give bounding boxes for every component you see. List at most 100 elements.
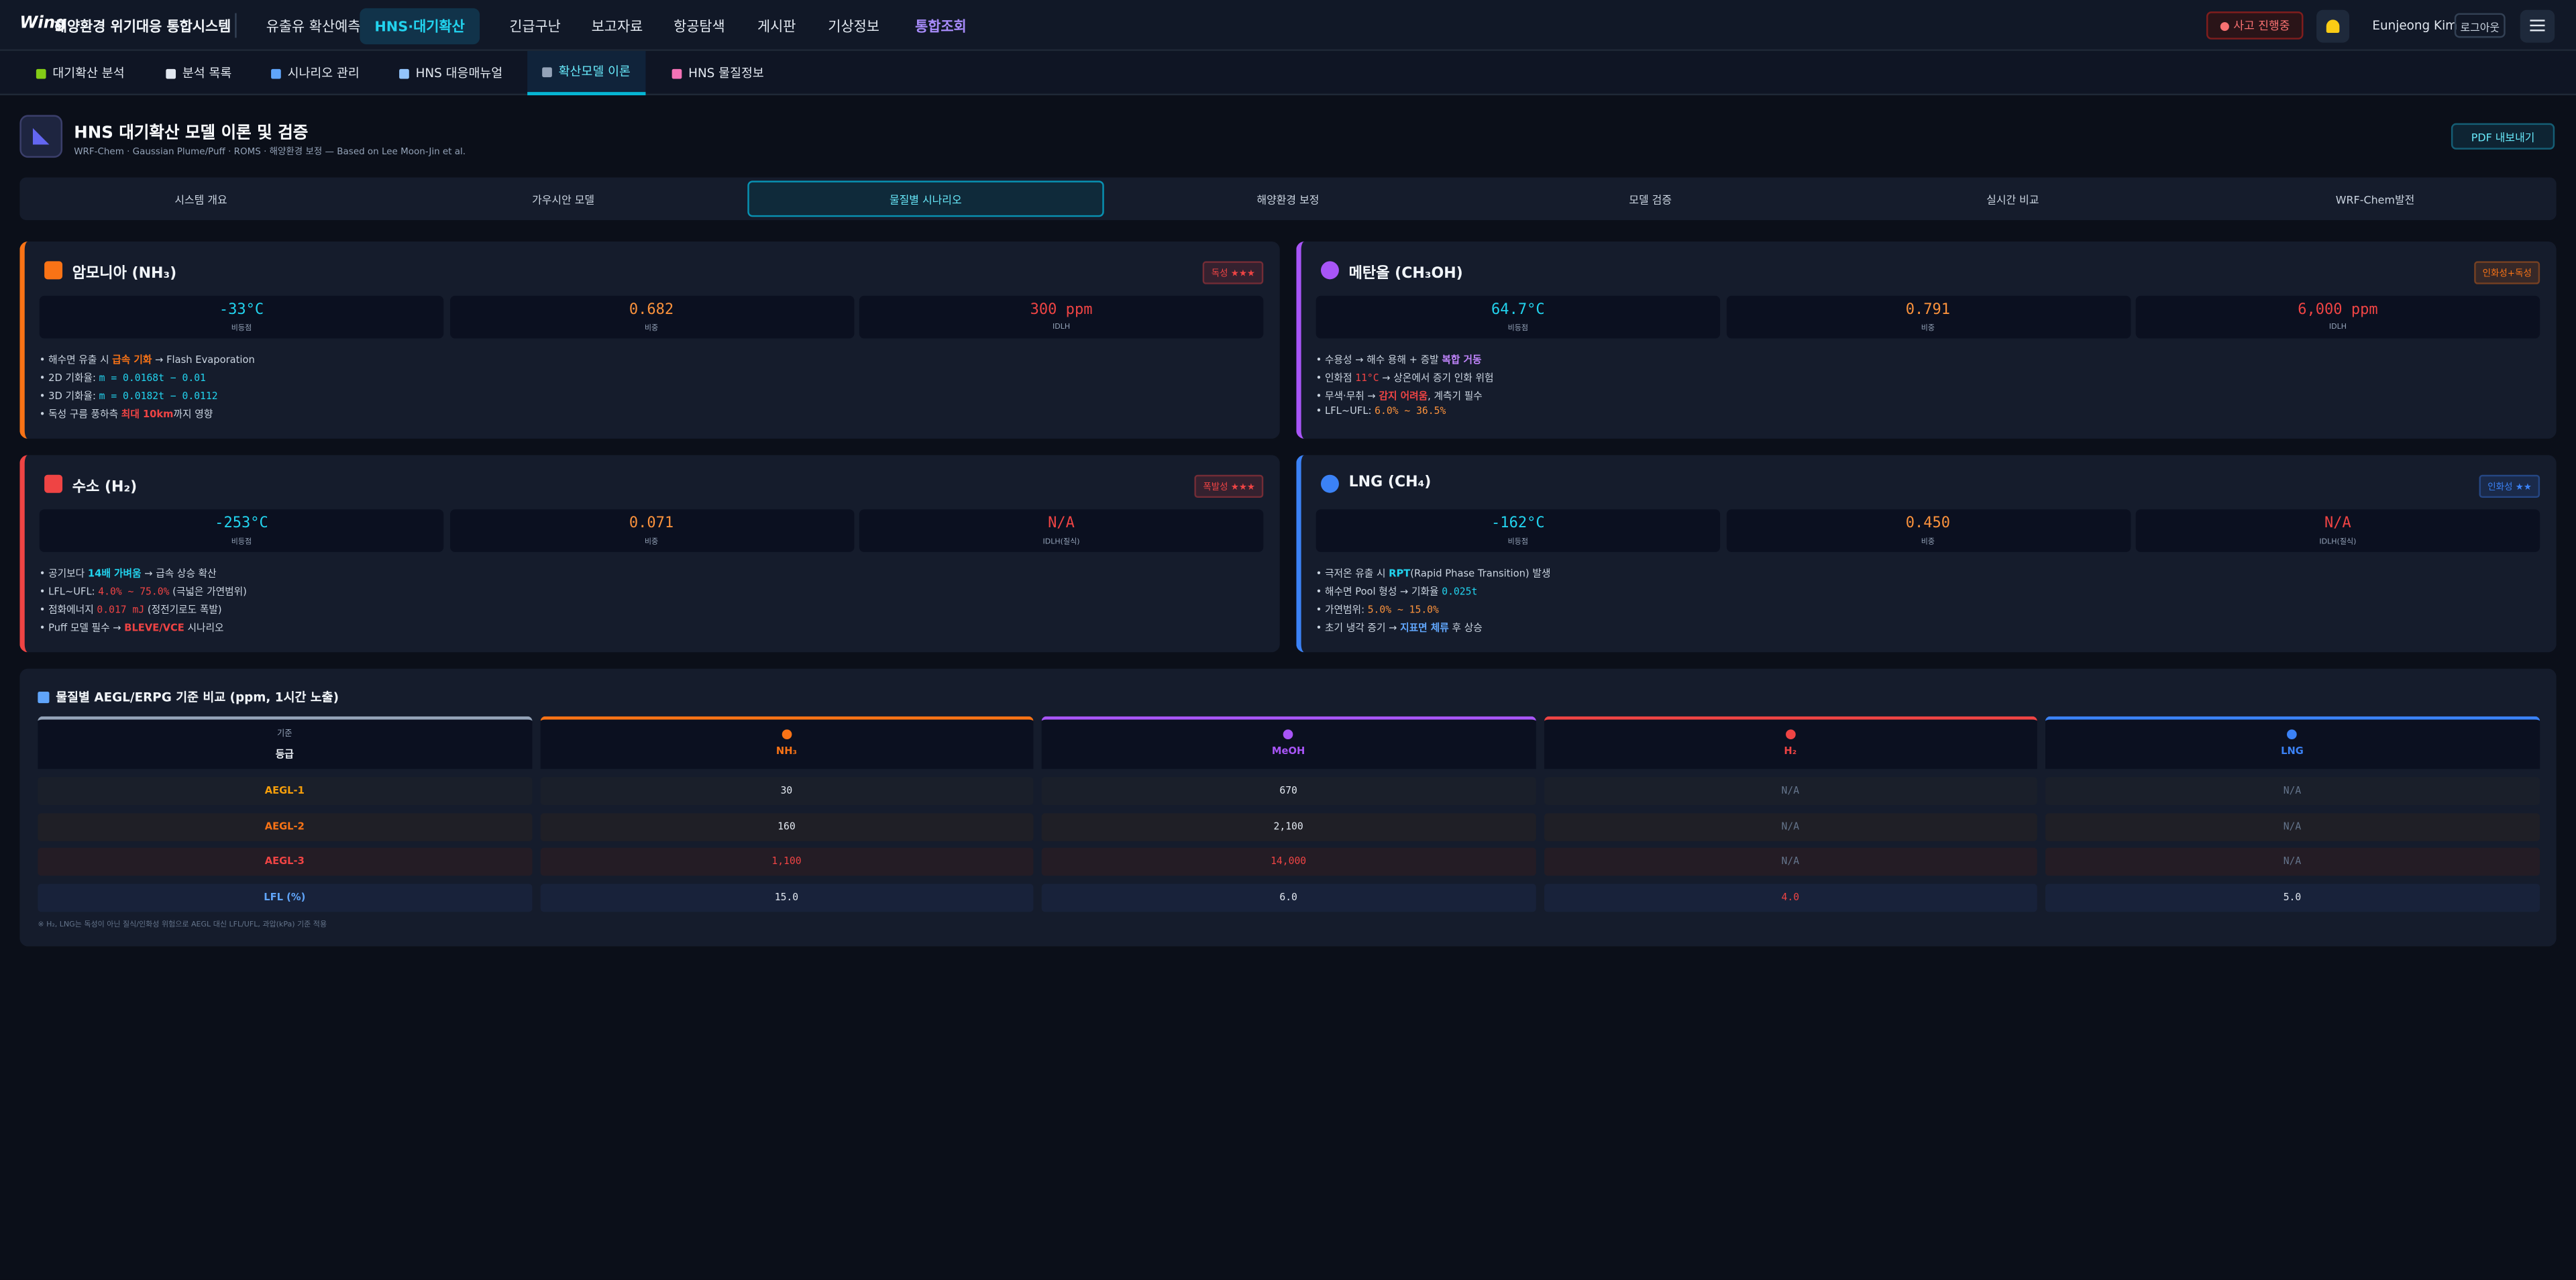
card-icon: [1320, 261, 1339, 280]
table-title-row: 물질별 AEGL/ERPG 기준 비교 (ppm, 1시간 노출): [38, 688, 339, 706]
bullet: • 초기 냉각 증기 → 지표면 체류 후 상승: [1316, 619, 1483, 634]
logout-button[interactable]: 로그아웃: [2454, 13, 2506, 38]
tab[interactable]: 시스템 개요: [174, 193, 227, 207]
sub-tab[interactable]: HNS 물질정보: [672, 51, 764, 95]
stat-label: 비중: [644, 539, 659, 547]
nav-menu-item[interactable]: 통합조회: [915, 19, 967, 36]
bullet-dot: •: [1316, 372, 1326, 385]
table-cell: N/A: [1543, 812, 2037, 841]
table-header-cell: NH₃: [539, 716, 1034, 769]
page-title: HNS 대기확산 모델 이론 및 검증: [74, 125, 309, 144]
tab[interactable]: 물질별 시나리오: [747, 180, 1104, 217]
stat-box: 0.450 비중: [1725, 509, 2131, 552]
bullet: • 해수면 유출 시 급속 기화 → Flash Evaporation: [40, 352, 255, 366]
table-header-icon: [2287, 729, 2298, 740]
stat-value: -33°C: [219, 302, 264, 319]
sub-tab[interactable]: 대기확산 분석: [36, 51, 125, 95]
bell-button[interactable]: [2316, 9, 2350, 43]
bullet-dot: •: [39, 390, 49, 403]
bullet-dot: •: [1316, 604, 1326, 617]
table-header-top: 기준: [277, 729, 292, 740]
table-header-cell: LNG: [2045, 716, 2539, 769]
bullet-text: m = 0.0182t − 0.0112: [99, 390, 218, 403]
tab[interactable]: WRF-Chem발전: [2335, 193, 2415, 207]
nav-menu-item[interactable]: 긴급구난: [509, 19, 561, 36]
bullet: • 극저온 유출 시 RPT(Rapid Phase Transition) 발…: [1316, 565, 1551, 580]
table-cell: N/A: [2045, 777, 2539, 806]
bullet-text: → Flash Evaporation: [152, 354, 255, 367]
bullet-text: 14배 가벼움: [87, 568, 142, 580]
stat-value: 64.7°C: [1491, 302, 1545, 319]
table-cell: 14,000: [1041, 847, 1536, 876]
bullet: • 수용성 → 해수 용해 + 증발 복합 거동: [1316, 352, 1482, 366]
table-cell: 6.0: [1041, 883, 1536, 911]
tab[interactable]: 해양환경 보정: [1256, 193, 1320, 207]
tab[interactable]: 가우시안 모델: [532, 193, 595, 207]
card-badge: 폭발성 ★★★: [1195, 474, 1264, 498]
table-cell: 1,100: [539, 847, 1034, 876]
sub-tab[interactable]: HNS 대응매뉴얼: [399, 51, 502, 95]
sub-tab[interactable]: 시나리오 관리: [271, 51, 360, 95]
nav-menu-item[interactable]: 유출유 확산예측: [266, 19, 361, 36]
bullet: • 독성 구름 풍하측 최대 10km까지 영향: [40, 406, 213, 421]
table-section: 물질별 AEGL/ERPG 기준 비교 (ppm, 1시간 노출) 기준 등급 NH₃…: [19, 668, 2557, 947]
stat-value: 300 ppm: [1030, 302, 1093, 319]
bullet-text: RPT: [1389, 568, 1411, 580]
bullet-dot: •: [39, 623, 49, 635]
sub-tab-icon: [271, 68, 281, 78]
divider: [235, 13, 237, 38]
bullet-text: (극넓은 가연범위): [169, 586, 247, 598]
top-bar: Wing 해양환경 위기대응 통합시스템 유출유 확산예측 HNS·대기확산 긴급구난 보…: [0, 0, 2576, 51]
bullet-dot: •: [39, 568, 49, 580]
table-cell: 4.0: [1543, 883, 2037, 911]
tab[interactable]: 실시간 비교: [1986, 193, 2039, 207]
table-header-cell: MeOH: [1041, 716, 1536, 769]
bullet: • 인화점 11°C → 상온에서 증기 인화 위험: [1316, 370, 1494, 384]
bullet-text: (Rapid Phase Transition) 발생: [1410, 568, 1551, 580]
table-header-name: LNG: [2281, 745, 2304, 757]
table-header-name: NH₃: [775, 745, 797, 757]
row-label: AEGL-3: [38, 847, 532, 876]
nav-menu-item[interactable]: 보고자료: [591, 19, 643, 36]
bullet-text: → 급속 상승 확산: [141, 568, 217, 580]
bullet: • 해수면 Pool 형성 → 기화율 0.025t: [1316, 583, 1478, 598]
bullet-text: 지표면 체류: [1400, 623, 1449, 635]
sub-tab-label: 분석 목록: [182, 65, 232, 81]
bullet-text: 5.0% ~ 15.0%: [1367, 604, 1439, 617]
pdf-button[interactable]: PDF 내보내기: [2451, 123, 2555, 150]
stat-value: -162°C: [1491, 515, 1545, 533]
bullet-dot: •: [1316, 568, 1326, 580]
nav-menu-item[interactable]: HNS·대기확산: [360, 8, 480, 45]
row-label: AEGL-2: [38, 812, 532, 841]
bullet-text: LFL~UFL:: [1325, 405, 1375, 418]
table-note: ※ H₂, LNG는 독성이 아닌 질식/인화성 위험으로 AEGL 대신 LF…: [38, 921, 327, 930]
nav-menu-item[interactable]: 게시판: [757, 19, 796, 36]
stat-box: N/A IDLH(질식): [2135, 509, 2540, 552]
page-icon-glyph: [32, 128, 50, 145]
sub-tab[interactable]: 확산모델 이론: [527, 50, 645, 96]
nav-menu-item[interactable]: 항공탐색: [674, 19, 725, 36]
scenario-card: 암모니아 (NH₃) 독성 ★★★ -33°C 비등점 0.682 비중 300 ppm ID…: [19, 242, 1280, 439]
table-header-icon: [1785, 729, 1796, 740]
bullet-dot: •: [39, 372, 49, 385]
table-cell: N/A: [1543, 847, 2037, 876]
tab[interactable]: 모델 검증: [1629, 193, 1672, 207]
bullet-text: 수용성 → 해수 용해 + 증발: [1325, 354, 1442, 367]
stat-label: 비중: [644, 325, 659, 334]
tab-bar: 시스템 개요 가우시안 모델 물질별 시나리오 해양환경 보정 모델 검증 실시간 비교 W…: [19, 177, 2557, 221]
menu-button[interactable]: [2520, 9, 2555, 43]
table-cell: N/A: [1543, 777, 2037, 806]
sub-tab[interactable]: 분석 목록: [166, 51, 231, 95]
stat-box: -253°C 비등점: [39, 509, 444, 552]
bullet-text: 6.0% ~ 36.5%: [1375, 405, 1446, 418]
bullet-text: 초기 냉각 증기 →: [1325, 623, 1401, 635]
alert-button[interactable]: ● 사고 진행중: [2206, 11, 2304, 40]
nav-menu-item[interactable]: 기상정보: [828, 19, 879, 36]
bullet-text: 해수면 Pool 형성 → 기화율: [1325, 586, 1442, 598]
sub-tab-icon: [672, 68, 682, 78]
bullet: • LFL~UFL: 6.0% ~ 36.5%: [1316, 406, 1446, 417]
stat-value: 6,000 ppm: [2298, 302, 2378, 319]
bullet-text: Puff 모델 필수 →: [48, 623, 125, 635]
sub-tab-label: 시나리오 관리: [287, 65, 360, 81]
